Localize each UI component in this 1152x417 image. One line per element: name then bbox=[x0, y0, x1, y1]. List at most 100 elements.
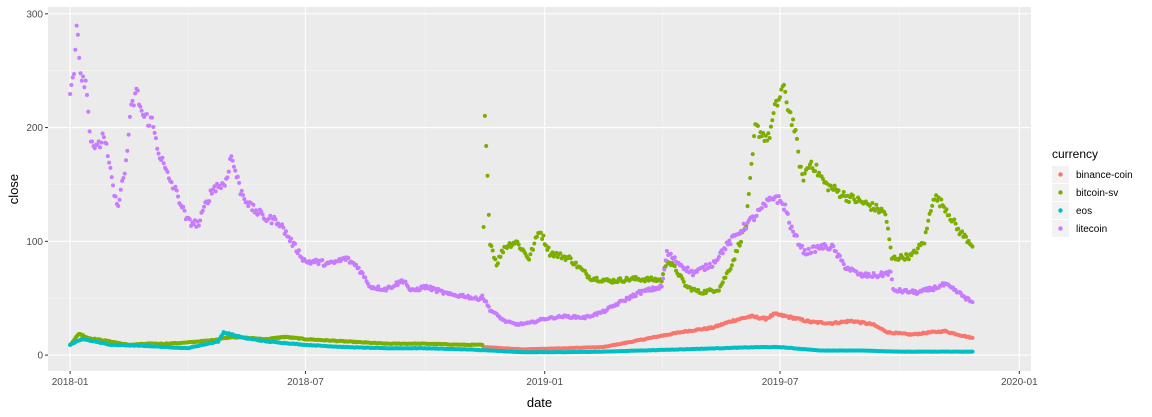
point-bitcoin-sv bbox=[846, 199, 851, 204]
point-litecoin bbox=[289, 236, 294, 241]
point-bitcoin-sv bbox=[814, 162, 819, 167]
x-tick-label: 2019-07 bbox=[762, 377, 799, 388]
point-litecoin bbox=[174, 188, 179, 193]
point-litecoin bbox=[131, 103, 136, 108]
point-litecoin bbox=[727, 238, 732, 243]
point-bitcoin-sv bbox=[801, 178, 806, 183]
point-bitcoin-sv bbox=[820, 177, 825, 182]
point-bitcoin-sv bbox=[546, 245, 551, 250]
y-axis-title: close bbox=[6, 174, 21, 204]
point-litecoin bbox=[787, 220, 792, 225]
point-litecoin bbox=[888, 269, 893, 274]
point-litecoin bbox=[109, 175, 114, 180]
point-litecoin bbox=[133, 91, 138, 96]
point-litecoin bbox=[160, 155, 165, 160]
point-litecoin bbox=[101, 135, 106, 140]
point-litecoin bbox=[209, 191, 214, 196]
point-bitcoin-sv bbox=[737, 243, 742, 248]
point-bitcoin-sv bbox=[594, 275, 599, 280]
point-litecoin bbox=[638, 292, 643, 297]
point-bitcoin-sv bbox=[558, 251, 563, 256]
point-litecoin bbox=[191, 222, 196, 227]
point-litecoin bbox=[290, 243, 295, 248]
point-litecoin bbox=[226, 169, 231, 174]
point-litecoin bbox=[802, 247, 807, 252]
point-bitcoin-sv bbox=[768, 124, 773, 129]
point-bitcoin-sv bbox=[735, 249, 740, 254]
legend-title: currency bbox=[1052, 147, 1098, 161]
point-litecoin bbox=[250, 208, 255, 213]
point-litecoin bbox=[182, 208, 187, 213]
point-litecoin bbox=[200, 208, 205, 213]
point-litecoin bbox=[150, 115, 155, 120]
point-litecoin bbox=[98, 145, 103, 150]
point-bitcoin-sv bbox=[887, 237, 892, 242]
point-litecoin bbox=[623, 299, 628, 304]
point-litecoin bbox=[144, 112, 149, 117]
point-bitcoin-sv bbox=[784, 100, 789, 105]
point-litecoin bbox=[794, 233, 799, 238]
point-bitcoin-sv bbox=[573, 260, 578, 265]
point-bitcoin-sv bbox=[732, 257, 737, 262]
point-bitcoin-sv bbox=[924, 226, 929, 231]
point-bitcoin-sv bbox=[490, 248, 495, 253]
point-litecoin bbox=[246, 204, 251, 209]
point-bitcoin-sv bbox=[739, 239, 744, 244]
point-eos bbox=[970, 349, 975, 354]
point-litecoin bbox=[202, 204, 207, 209]
point-bitcoin-sv bbox=[729, 263, 734, 268]
x-axis: 2018-01 2018-07 2019-01 2019-07 2020-01 bbox=[52, 371, 1038, 388]
point-litecoin bbox=[320, 258, 325, 263]
point-litecoin bbox=[73, 47, 78, 52]
point-litecoin bbox=[376, 284, 381, 289]
point-litecoin bbox=[486, 304, 491, 309]
point-bitcoin-sv bbox=[501, 250, 506, 255]
point-bitcoin-sv bbox=[541, 233, 546, 238]
point-litecoin bbox=[237, 180, 242, 185]
point-litecoin bbox=[661, 276, 666, 281]
point-litecoin bbox=[813, 250, 818, 255]
point-bitcoin-sv bbox=[486, 212, 491, 217]
point-litecoin bbox=[363, 275, 368, 280]
point-litecoin bbox=[169, 180, 174, 185]
point-litecoin bbox=[831, 244, 836, 249]
point-bitcoin-sv bbox=[904, 252, 909, 257]
x-tick-label: 2020-01 bbox=[1001, 377, 1038, 388]
point-bitcoin-sv bbox=[528, 252, 533, 257]
point-bitcoin-sv bbox=[906, 257, 911, 262]
point-bitcoin-sv bbox=[723, 275, 728, 280]
point-bitcoin-sv bbox=[672, 264, 677, 269]
point-bitcoin-sv bbox=[681, 279, 686, 284]
point-litecoin bbox=[885, 272, 890, 277]
x-tick-label: 2018-01 bbox=[52, 377, 89, 388]
point-litecoin bbox=[785, 211, 790, 216]
point-litecoin bbox=[108, 165, 113, 170]
point-bitcoin-sv bbox=[817, 170, 822, 175]
point-bitcoin-sv bbox=[489, 244, 494, 249]
point-litecoin bbox=[283, 229, 288, 234]
point-eos bbox=[216, 339, 221, 344]
point-bitcoin-sv bbox=[770, 118, 775, 123]
point-bitcoin-sv bbox=[482, 113, 487, 118]
point-bitcoin-sv bbox=[568, 256, 573, 261]
point-litecoin bbox=[100, 131, 105, 136]
point-bitcoin-sv bbox=[952, 217, 957, 222]
x-tick-label: 2018-07 bbox=[287, 377, 324, 388]
minor-gridlines bbox=[48, 7, 1031, 371]
point-litecoin bbox=[75, 32, 80, 37]
point-bitcoin-sv bbox=[532, 241, 537, 246]
point-bitcoin-sv bbox=[615, 280, 620, 285]
point-litecoin bbox=[107, 160, 112, 165]
point-litecoin bbox=[783, 202, 788, 207]
point-litecoin bbox=[70, 75, 75, 80]
point-bitcoin-sv bbox=[798, 164, 803, 169]
point-litecoin bbox=[139, 108, 144, 113]
point-litecoin bbox=[403, 279, 408, 284]
point-litecoin bbox=[231, 164, 236, 169]
point-bitcoin-sv bbox=[728, 266, 733, 271]
point-bitcoin-sv bbox=[775, 103, 780, 108]
point-litecoin bbox=[776, 194, 781, 199]
plot-panel bbox=[48, 7, 1031, 371]
point-bitcoin-sv bbox=[956, 226, 961, 231]
point-litecoin bbox=[90, 139, 95, 144]
